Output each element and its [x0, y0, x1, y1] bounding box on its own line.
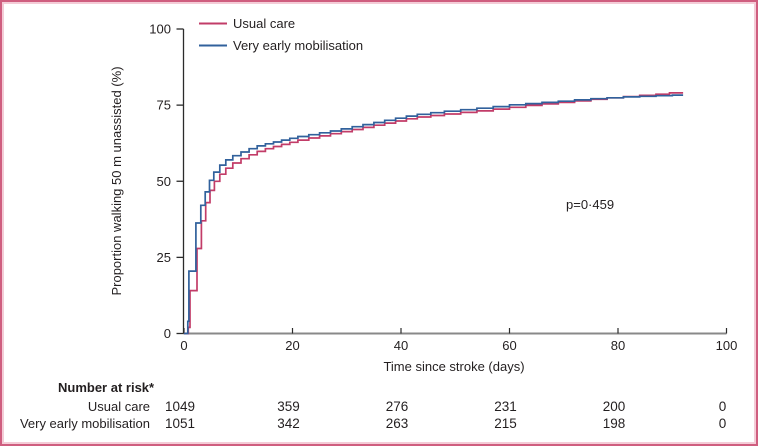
y-tick-label: 50 — [157, 174, 171, 189]
y-tick-label: 75 — [157, 98, 171, 113]
risk-value: 276 — [386, 399, 409, 414]
survival-curves — [184, 92, 684, 335]
legend: Usual care Very early mobilisation — [199, 16, 363, 53]
y-axis-title: Proportion walking 50 m unassisted (%) — [109, 66, 124, 295]
x-tick-label: 60 — [502, 338, 516, 353]
risk-value: 1051 — [165, 416, 195, 431]
x-tick-label: 40 — [394, 338, 408, 353]
risk-row-label-usual-care: Usual care — [88, 399, 150, 414]
x-axis-title: Time since stroke (days) — [383, 359, 524, 374]
curve-very-early-mobilisation — [184, 94, 684, 335]
risk-table-values: 1049 359 276 231 200 0 1051 342 263 215 198 0 — [165, 399, 726, 431]
x-tick-label: 20 — [285, 338, 299, 353]
risk-table-header: Number at risk* — [58, 380, 155, 395]
x-axis-ticks: 0 20 40 60 80 100 — [180, 328, 737, 353]
x-tick-label: 100 — [716, 338, 738, 353]
y-axis-ticks: 0 25 50 75 100 — [149, 22, 184, 341]
curve-usual-care — [184, 92, 684, 335]
risk-value: 1049 — [165, 399, 195, 414]
risk-value: 200 — [603, 399, 626, 414]
x-tick-label: 0 — [180, 338, 187, 353]
y-tick-label: 0 — [164, 326, 171, 341]
y-tick-label: 100 — [149, 22, 171, 37]
x-tick-label: 80 — [611, 338, 625, 353]
legend-label-very-early-mobilisation: Very early mobilisation — [233, 38, 363, 53]
p-value-annotation: p=0·459 — [566, 197, 614, 212]
risk-value: 263 — [386, 416, 409, 431]
risk-value: 231 — [494, 399, 517, 414]
risk-value: 215 — [494, 416, 517, 431]
risk-row-label-very-early-mobilisation: Very early mobilisation — [20, 416, 150, 431]
risk-value: 0 — [719, 416, 727, 431]
risk-value: 342 — [277, 416, 300, 431]
y-tick-label: 25 — [157, 250, 171, 265]
risk-value: 198 — [603, 416, 626, 431]
risk-value: 359 — [277, 399, 300, 414]
legend-label-usual-care: Usual care — [233, 16, 295, 31]
risk-value: 0 — [719, 399, 727, 414]
